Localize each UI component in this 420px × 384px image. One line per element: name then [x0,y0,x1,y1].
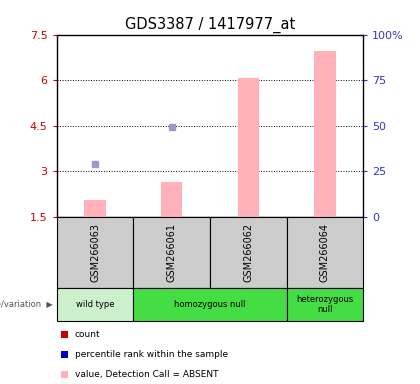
Text: GSM266062: GSM266062 [243,223,253,282]
Text: wild type: wild type [76,300,114,309]
Text: GSM266063: GSM266063 [90,223,100,282]
Bar [84,200,106,217]
Title: GDS3387 / 1417977_at: GDS3387 / 1417977_at [125,17,295,33]
Text: percentile rank within the sample: percentile rank within the sample [75,350,228,359]
Bar [161,182,182,217]
Text: value, Detection Call = ABSENT: value, Detection Call = ABSENT [75,370,218,379]
Text: GSM266064: GSM266064 [320,223,330,282]
Text: GSM266061: GSM266061 [167,223,177,282]
Bar [238,78,259,217]
Bar [314,51,336,217]
Text: homozygous null: homozygous null [174,300,246,309]
Text: genotype/variation  ▶: genotype/variation ▶ [0,300,52,309]
Text: heterozygous
null: heterozygous null [297,295,354,314]
Text: count: count [75,330,100,339]
